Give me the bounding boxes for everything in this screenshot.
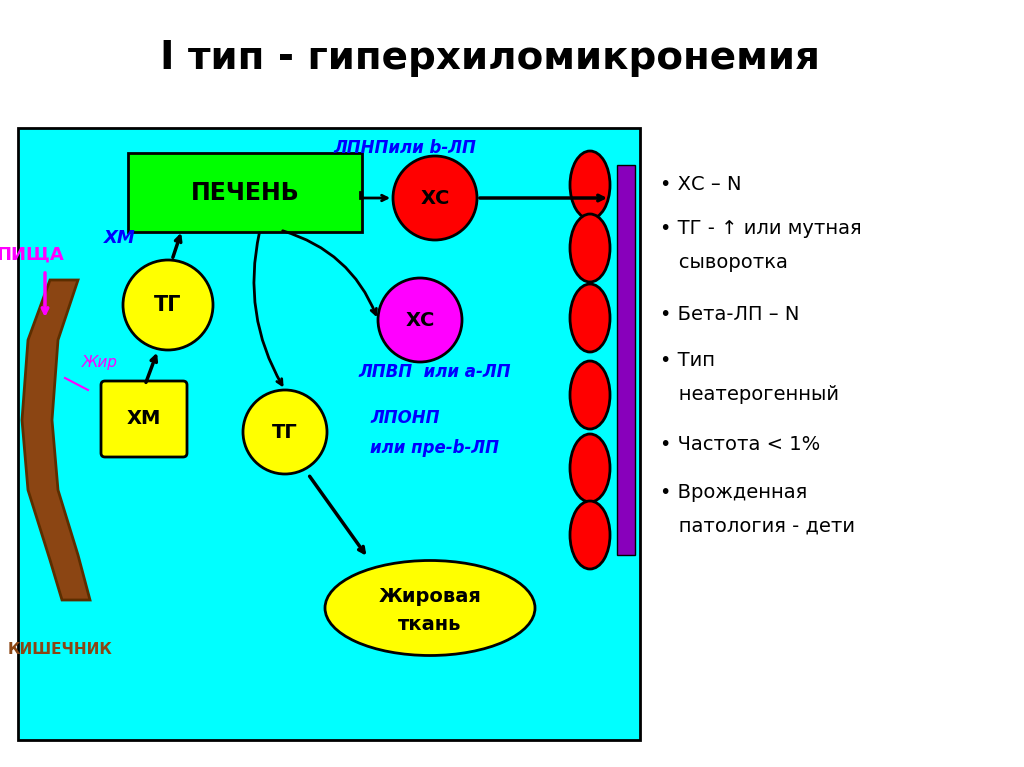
Text: ХМ: ХМ <box>104 229 136 247</box>
Text: • Врожденная: • Врожденная <box>660 482 807 502</box>
Bar <box>617 165 635 555</box>
Text: ПЕЧЕНЬ: ПЕЧЕНЬ <box>190 180 299 205</box>
Circle shape <box>393 156 477 240</box>
Ellipse shape <box>325 561 535 656</box>
Text: КИШЕЧНИК: КИШЕЧНИК <box>7 643 113 657</box>
Text: • Тип: • Тип <box>660 351 715 370</box>
Ellipse shape <box>570 361 610 429</box>
Text: сыворотка: сыворотка <box>660 252 787 272</box>
Circle shape <box>123 260 213 350</box>
FancyBboxPatch shape <box>101 381 187 457</box>
Text: неатерогенный: неатерогенный <box>660 384 839 403</box>
Text: • ХС – N: • ХС – N <box>660 176 741 195</box>
Text: Жировая: Жировая <box>379 587 481 605</box>
Text: ХС: ХС <box>420 189 450 208</box>
Text: I тип - гиперхиломикронемия: I тип - гиперхиломикронемия <box>160 39 820 77</box>
Text: • ТГ - ↑ или мутная: • ТГ - ↑ или мутная <box>660 219 861 238</box>
Ellipse shape <box>570 214 610 282</box>
FancyBboxPatch shape <box>128 153 362 232</box>
Circle shape <box>243 390 327 474</box>
Text: • Частота < 1%: • Частота < 1% <box>660 434 820 453</box>
Text: ПИЩА: ПИЩА <box>0 246 63 264</box>
Text: ткань: ткань <box>398 614 462 634</box>
Polygon shape <box>22 280 90 600</box>
Text: патология - дети: патология - дети <box>660 516 855 535</box>
Text: ЛПОНП: ЛПОНП <box>370 409 439 427</box>
Text: ХМ: ХМ <box>127 410 161 429</box>
Text: или пре-b-ЛП: или пре-b-ЛП <box>370 439 499 457</box>
Ellipse shape <box>570 501 610 569</box>
Ellipse shape <box>570 284 610 352</box>
Bar <box>18 128 640 740</box>
Text: • Бета-ЛП – N: • Бета-ЛП – N <box>660 304 800 324</box>
Text: ХС: ХС <box>406 311 434 330</box>
Text: Жир: Жир <box>82 354 118 370</box>
Ellipse shape <box>570 434 610 502</box>
Text: ТГ: ТГ <box>272 423 298 442</box>
Ellipse shape <box>570 151 610 219</box>
Text: ТГ: ТГ <box>155 295 181 315</box>
Circle shape <box>378 278 462 362</box>
Text: ЛПВП  или a-ЛП: ЛПВП или a-ЛП <box>358 363 511 381</box>
Text: ЛПНПили b-ЛП: ЛПНПили b-ЛП <box>334 139 476 157</box>
